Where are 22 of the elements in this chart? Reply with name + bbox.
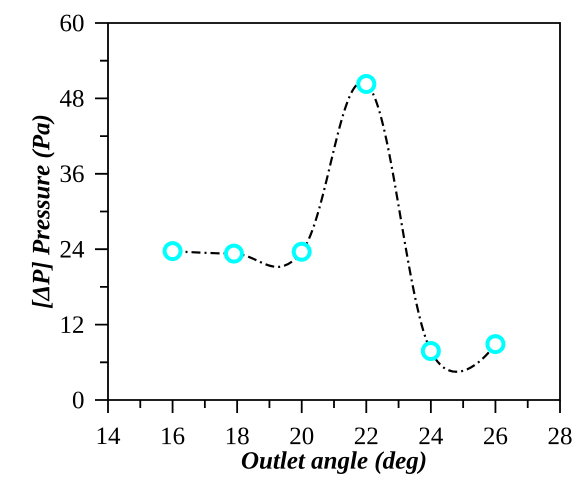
x-tick-label: 18 [226,428,249,444]
x-tick-label: 22 [354,428,378,444]
x-tick-label: 14 [98,428,120,444]
x-tick-label: 24 [419,428,443,444]
x-tick-label: 26 [484,428,508,444]
point [420,340,441,361]
y-tick-label: 60 [60,14,84,32]
y-tick-label: 12 [62,316,84,333]
x-tick-label: 28 [548,428,572,444]
point [292,242,312,262]
y-tick-label: 48 [60,90,84,107]
point [485,334,506,354]
y-tick-label: 36 [60,165,84,182]
y-tick-label: 0 [72,392,84,408]
y-axis-title: [ΔP] Pressure (Pa) [32,116,55,308]
point [356,74,376,94]
y-tick-label: 24 [60,240,84,258]
x-axis-title: Outlet angle (deg) [242,451,426,474]
point [224,244,244,264]
x-tick-label: 20 [290,428,314,444]
x-tick-label: 16 [162,428,184,444]
point [162,241,183,262]
